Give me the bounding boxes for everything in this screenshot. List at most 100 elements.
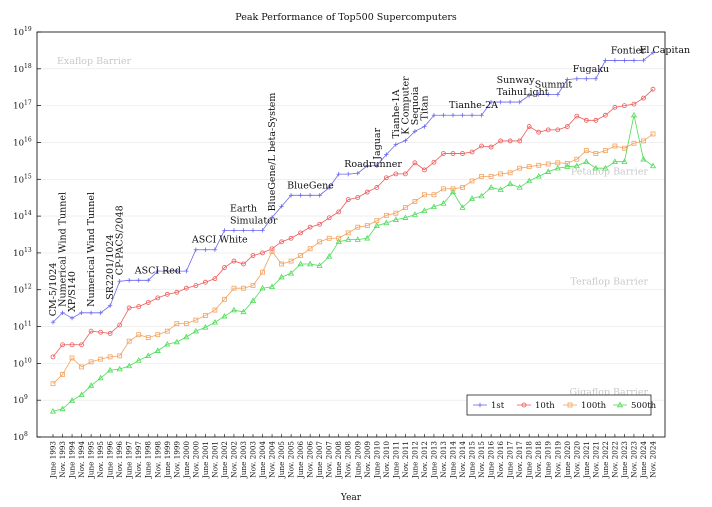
data-point — [240, 308, 247, 315]
y-tick-exponent: 10 — [24, 357, 32, 364]
x-tick-label: Nov. 2021 — [591, 441, 600, 478]
data-point — [79, 342, 84, 348]
data-point — [164, 328, 170, 334]
x-tick-label: Nov. 2018 — [534, 441, 543, 478]
data-point — [526, 164, 532, 170]
data-point — [612, 104, 618, 110]
data-point — [117, 353, 123, 359]
data-point — [384, 152, 389, 157]
data-point — [59, 405, 66, 412]
data-point — [326, 253, 333, 259]
legend-entry: 1st — [491, 401, 505, 411]
x-tick-label: June 2010 — [372, 441, 381, 479]
data-point — [221, 312, 228, 319]
data-point — [259, 284, 266, 291]
data-point — [469, 178, 475, 184]
data-point — [268, 283, 276, 290]
data-point — [183, 333, 190, 340]
machine-label: CM-5/1024 — [48, 263, 59, 317]
data-point — [477, 402, 483, 408]
x-tick-label: Nov. 1999 — [172, 441, 181, 478]
data-point — [526, 124, 532, 129]
y-tick-label: 10 — [13, 138, 24, 148]
data-point — [50, 320, 56, 325]
data-point — [260, 228, 265, 233]
data-point — [88, 359, 94, 365]
series-line — [52, 88, 654, 358]
data-point — [546, 92, 551, 97]
data-point — [136, 304, 142, 309]
y-tick-label: 10 — [13, 65, 24, 75]
data-point — [554, 164, 561, 171]
data-point — [488, 144, 494, 150]
data-point — [650, 131, 656, 137]
y-tick-label: 10 — [13, 249, 24, 259]
data-point — [555, 92, 560, 97]
machine-label: CP-PACS/2048 — [115, 205, 126, 275]
data-point — [211, 319, 218, 325]
data-point — [479, 143, 484, 149]
data-point — [164, 340, 171, 347]
data-point — [421, 207, 428, 213]
data-point — [449, 188, 457, 195]
x-tick-label: June 1993 — [49, 441, 58, 479]
data-point — [640, 155, 647, 162]
barrier-label: Exaflop Barrier — [57, 56, 132, 67]
machine-label: XP/S140 — [67, 271, 78, 312]
x-tick-label: Nov. 2011 — [401, 441, 410, 478]
data-point — [222, 228, 227, 233]
data-point — [364, 189, 370, 195]
legend-entry: 100th — [581, 401, 607, 411]
data-point — [507, 170, 513, 176]
data-point — [364, 223, 370, 229]
data-point — [202, 313, 208, 318]
x-tick-label: Nov. 2005 — [287, 441, 296, 478]
data-point — [222, 265, 227, 270]
x-tick-label: Nov. 2019 — [553, 441, 562, 478]
data-point — [193, 283, 199, 288]
data-point — [165, 268, 170, 274]
machine-label: Earth — [230, 203, 257, 214]
data-point — [393, 210, 399, 216]
data-point — [260, 250, 265, 256]
data-point — [336, 171, 341, 177]
data-point — [98, 329, 104, 335]
x-tick-label: Nov. 1993 — [58, 441, 67, 478]
machine-label: Sequoia — [410, 86, 421, 125]
x-tick-label: Nov. 2017 — [515, 441, 524, 478]
data-point — [403, 138, 408, 143]
data-point — [593, 151, 599, 156]
data-point — [612, 143, 618, 149]
data-point — [498, 138, 504, 144]
x-tick-label: Nov. 2001 — [210, 441, 219, 478]
data-point — [402, 205, 408, 211]
data-point — [78, 391, 85, 398]
x-tick-label: June 2005 — [277, 441, 286, 479]
data-point — [622, 145, 627, 151]
data-point — [488, 184, 495, 190]
data-point — [69, 342, 75, 348]
y-tick-label: 10 — [13, 433, 24, 443]
data-point — [288, 193, 294, 198]
y-tick-exponent: 14 — [24, 210, 32, 217]
x-tick-label: June 2008 — [334, 441, 343, 479]
data-point — [431, 159, 437, 165]
data-point — [469, 113, 475, 118]
machine-label: SR2201/1024 — [105, 234, 116, 299]
x-tick-label: Nov. 2009 — [363, 441, 372, 478]
x-tick-label: June 2017 — [506, 441, 515, 479]
y-tick-exponent: 11 — [24, 321, 32, 328]
x-tick-label: June 2021 — [582, 441, 591, 479]
data-point — [307, 224, 313, 230]
data-point — [164, 291, 170, 297]
x-tick-label: Nov. 1996 — [115, 441, 124, 478]
x-tick-label: June 2016 — [487, 441, 496, 479]
data-point — [630, 111, 638, 118]
data-point — [98, 356, 104, 362]
data-point — [241, 285, 246, 291]
data-point — [202, 279, 208, 285]
data-point — [507, 180, 514, 187]
y-tick-exponent: 15 — [24, 173, 32, 180]
legend-entry: 500th — [631, 401, 657, 411]
data-point — [517, 165, 523, 171]
